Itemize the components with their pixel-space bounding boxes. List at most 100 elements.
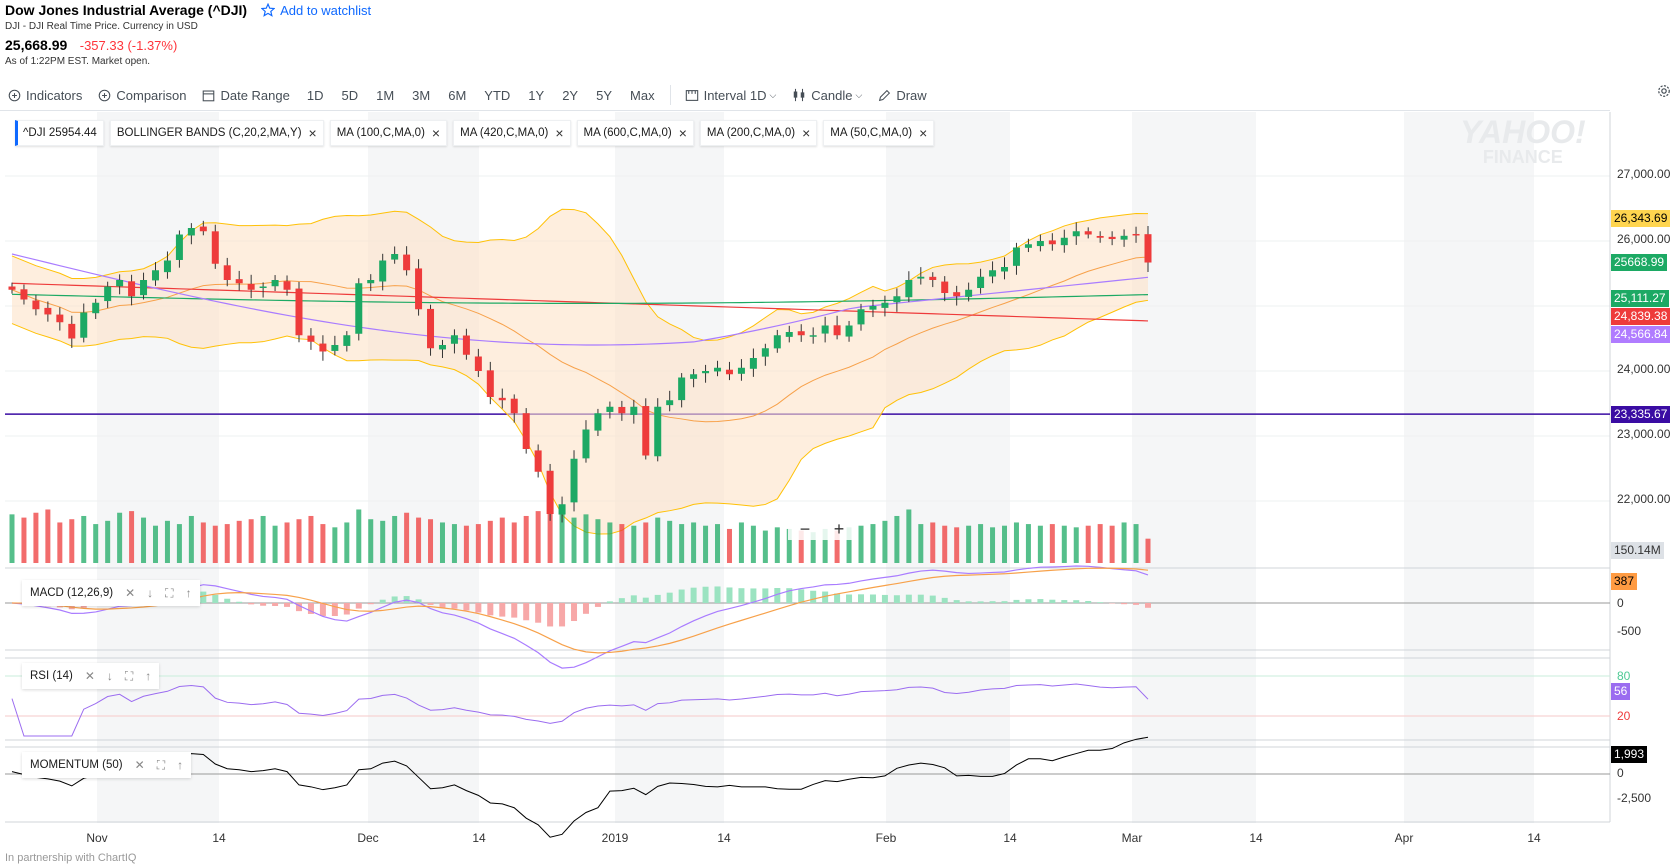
macd-histogram-bar (631, 595, 637, 603)
candle-body (224, 265, 231, 280)
volume-bar (296, 519, 301, 563)
candle-body (140, 280, 147, 295)
x-tick: 14 (1003, 831, 1016, 845)
close-icon[interactable]: × (555, 125, 563, 141)
candle-body (1025, 244, 1032, 248)
close-icon[interactable]: × (432, 125, 440, 141)
candle-body (56, 315, 63, 323)
candle-body (977, 277, 984, 288)
zoom-out-button[interactable]: − (788, 518, 822, 540)
expand-icon[interactable]: ⛶ (157, 758, 165, 773)
volume-bar (655, 518, 660, 563)
symbol-tag[interactable]: ^DJI 25954.44 (15, 120, 104, 146)
candle-body (559, 504, 566, 514)
momentum-tick: -2,500 (1617, 791, 1651, 805)
candle-body (92, 303, 99, 313)
close-icon[interactable]: ✕ (135, 758, 145, 772)
macd-tick: -500 (1617, 624, 1641, 638)
rsi-panel-tag[interactable]: RSI (14) ✕ ↓ ⛶ ↑ (22, 663, 159, 689)
macd-histogram-bar (1025, 599, 1031, 603)
momentum-panel-tag[interactable]: MOMENTUM (50) ✕ ⛶ ↑ (22, 752, 191, 778)
candle-body (953, 292, 960, 296)
candle-body (319, 344, 326, 352)
volume-bar (81, 516, 86, 563)
macd-panel-tag[interactable]: MACD (12,26,9) ✕ ↓ ⛶ ↑ (22, 580, 200, 606)
candle-body (379, 261, 386, 282)
close-icon[interactable]: × (309, 125, 317, 141)
arrow-up-icon[interactable]: ↑ (145, 669, 151, 683)
candle-body (582, 430, 589, 459)
arrow-down-icon[interactable]: ↓ (107, 669, 113, 683)
macd-histogram-bar (655, 595, 661, 603)
arrow-up-icon[interactable]: ↑ (177, 758, 183, 772)
candle-body (475, 357, 482, 371)
candle-body (188, 228, 195, 235)
macd-histogram-bar (930, 596, 936, 603)
close-icon[interactable]: × (919, 125, 927, 141)
expand-icon[interactable]: ⛶ (125, 669, 133, 684)
macd-histogram-bar (475, 603, 481, 612)
macd-histogram-bar (368, 603, 374, 604)
macd-histogram-bar (715, 586, 721, 603)
macd-histogram-bar (978, 601, 984, 603)
volume-bar (57, 522, 62, 563)
x-tick: Apr (1395, 831, 1414, 845)
y-tick: 24,000.00 (1617, 362, 1670, 376)
volume-bar (392, 516, 397, 563)
volume-bar (368, 519, 373, 563)
close-icon[interactable]: × (802, 125, 810, 141)
price-label: 387 (1611, 573, 1637, 590)
volume-bar (536, 511, 541, 563)
volume-bar (619, 524, 624, 563)
study-tag-ma50[interactable]: MA (50,C,MA,0)× (823, 120, 934, 146)
volume-bar (416, 518, 421, 563)
close-icon[interactable]: ✕ (125, 586, 135, 600)
macd-histogram-bar (858, 594, 864, 603)
candle-body (535, 450, 542, 471)
price-label: 24,839.38 (1611, 308, 1670, 325)
candle-body (678, 378, 685, 401)
macd-histogram-bar (1145, 603, 1151, 608)
close-icon[interactable]: ✕ (85, 669, 95, 683)
macd-histogram-bar (511, 603, 517, 618)
candle-body (750, 358, 757, 369)
candle-body (690, 374, 697, 379)
candle-body (463, 336, 470, 355)
macd-histogram-bar (798, 589, 804, 603)
candle-body (439, 345, 446, 349)
study-tag-bollinger[interactable]: BOLLINGER BANDS (C,20,2,MA,Y)× (110, 120, 324, 146)
macd-histogram-bar (882, 595, 888, 603)
volume-bar (488, 521, 493, 563)
macd-histogram-bar (918, 595, 924, 603)
expand-icon[interactable]: ⛶ (165, 586, 173, 601)
macd-histogram-bar (487, 603, 493, 615)
macd-histogram-bar (738, 588, 744, 603)
volume-bar (428, 519, 433, 563)
macd-histogram-bar (463, 603, 469, 611)
volume-bar (332, 527, 337, 563)
macd-histogram-bar (954, 600, 960, 603)
zoom-in-button[interactable]: + (822, 518, 856, 540)
arrow-up-icon[interactable]: ↑ (186, 586, 192, 600)
volume-bar (631, 526, 636, 563)
volume-bar (225, 524, 230, 563)
candle-body (881, 303, 888, 308)
study-tag-ma100[interactable]: MA (100,C,MA,0)× (330, 120, 447, 146)
macd-histogram-bar (810, 591, 816, 603)
y-tick: 23,000.00 (1617, 427, 1670, 441)
candle-body (260, 287, 267, 289)
study-tag-ma200[interactable]: MA (200,C,MA,0)× (700, 120, 817, 146)
candle-body (367, 280, 374, 283)
volume-bar (1110, 526, 1115, 563)
macd-histogram-bar (643, 598, 649, 603)
candle-body (44, 308, 51, 315)
volume-bar (356, 509, 361, 563)
close-icon[interactable]: × (679, 125, 687, 141)
study-tag-ma420[interactable]: MA (420,C,MA,0)× (453, 120, 570, 146)
volume-bar (380, 521, 385, 563)
arrow-down-icon[interactable]: ↓ (147, 586, 153, 600)
study-tag-ma600[interactable]: MA (600,C,MA,0)× (577, 120, 694, 146)
candle-body (176, 235, 183, 260)
candle-body (965, 290, 972, 297)
volume-bar (213, 526, 218, 563)
